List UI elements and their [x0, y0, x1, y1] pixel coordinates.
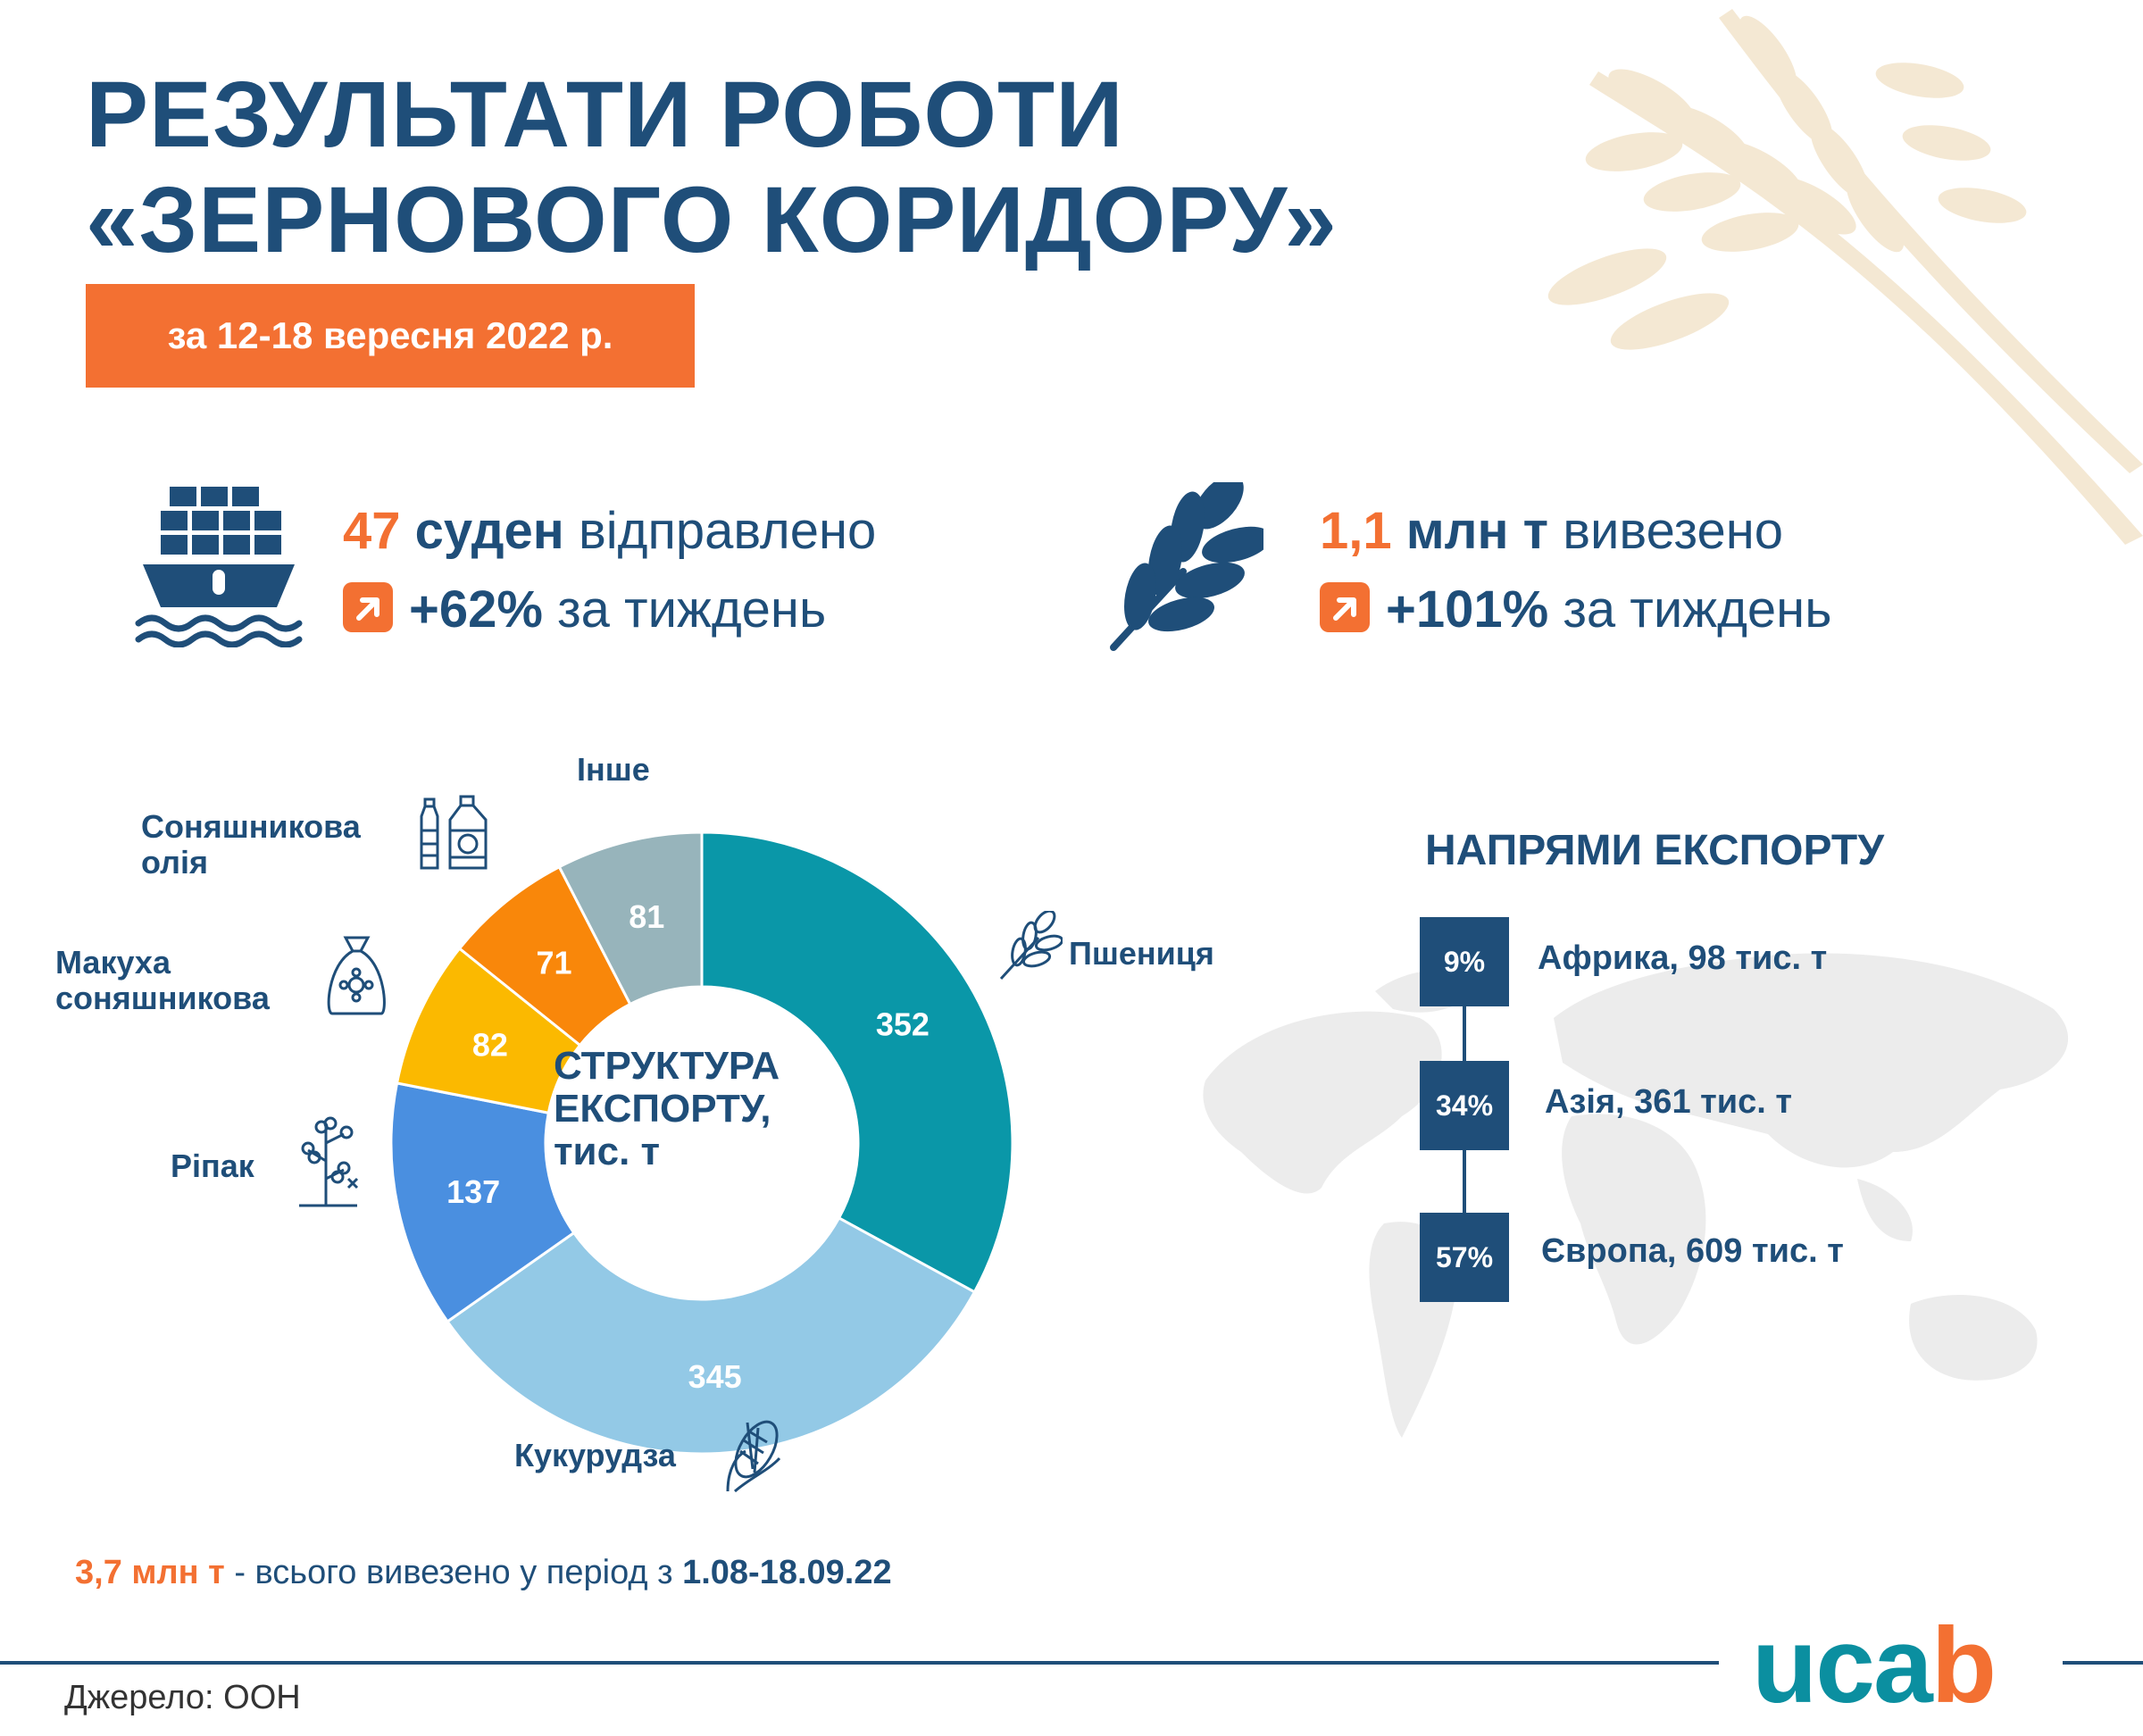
sack-outline-icon	[327, 936, 386, 1015]
tonnage-value: 1,1	[1320, 502, 1392, 560]
oil-bottles-outline-icon	[420, 795, 488, 870]
total-exported: 3,7 млн т - всього вивезено у період з 1…	[75, 1554, 892, 1592]
tonnage-change-text: за тиждень	[1563, 580, 1832, 638]
label-sunflower-oil-line-1: Соняшникова	[141, 808, 361, 845]
label-sunflower-meal-line-1: Макуха	[55, 944, 171, 981]
cargo-ship-icon	[135, 487, 303, 647]
label-wheat: Пшениця	[1069, 935, 1214, 972]
page-title: РЕЗУЛЬТАТИ РОБОТИ «ЗЕРНОВОГО КОРИДОРУ»	[86, 63, 1338, 273]
donut-center-label: СТРУКТУРА ЕКСПОРТУ, тис. т	[554, 1045, 821, 1173]
ships-value: 47	[343, 502, 401, 560]
ships-text: відправлено	[578, 502, 877, 560]
total-text: - всього вивезено у період з	[224, 1554, 683, 1591]
arrow-up-right-icon	[343, 582, 393, 632]
label-rapeseed: Ріпак	[171, 1148, 254, 1184]
africa-percent-box: 9%	[1420, 917, 1509, 1006]
total-value: 3,7 млн т	[75, 1554, 225, 1591]
label-other: Інше	[577, 751, 650, 788]
logo-accent-text: b	[1930, 1606, 1997, 1725]
arrow-up-right-icon	[1320, 582, 1370, 632]
period-badge: за 12-18 вересня 2022 р.	[86, 284, 695, 388]
rapeseed-outline-icon	[299, 1116, 359, 1207]
label-corn: Кукурудза	[514, 1437, 676, 1473]
tonnage-text: вивезено	[1563, 502, 1784, 560]
source-note: Джерело: ООН	[64, 1679, 301, 1716]
wheat-decoration-icon	[1547, 9, 2143, 545]
donut-value-label-5: 81	[629, 898, 664, 935]
footer-divider-right	[2063, 1661, 2143, 1665]
label-sunflower-oil: Соняшникова олія	[141, 809, 361, 881]
donut-value-label-3: 82	[472, 1027, 508, 1064]
tonnage-stat: 1,1 млн т вивезено	[1320, 500, 1783, 563]
center-label-line-1: СТРУКТУРА	[554, 1044, 780, 1088]
ships-change-value: +62%	[409, 580, 543, 638]
donut-slice-3	[395, 947, 582, 1115]
export-directions-title: НАПРЯМИ ЕКСПОРТУ	[1425, 827, 1885, 874]
center-label-line-3: тис. т	[554, 1130, 661, 1173]
label-sunflower-meal-line-2: соняшникова	[55, 980, 270, 1016]
center-label-line-2: ЕКСПОРТУ,	[554, 1087, 771, 1131]
footer-divider-left	[0, 1661, 1719, 1665]
ucab-logo: ucab	[1752, 1612, 1997, 1719]
tonnage-change: +101% за тиждень	[1320, 579, 1831, 641]
label-sunflower-meal: Макуха соняшникова	[55, 945, 270, 1016]
label-sunflower-oil-line-2: олія	[141, 844, 208, 881]
logo-main-text: uca	[1752, 1606, 1933, 1725]
asia-percent-box: 34%	[1420, 1061, 1509, 1150]
ships-unit: суден	[414, 502, 564, 560]
tonnage-change-value: +101%	[1386, 580, 1549, 638]
donut-value-label-4: 71	[536, 945, 571, 981]
europe-percent-box: 57%	[1420, 1213, 1509, 1302]
donut-slice-2	[389, 1081, 576, 1323]
total-period: 1.08-18.09.22	[682, 1554, 892, 1591]
title-line-2: «ЗЕРНОВОГО КОРИДОРУ»	[86, 168, 1338, 272]
tonnage-unit: млн т	[1405, 502, 1549, 560]
donut-value-label-1: 345	[688, 1358, 742, 1395]
title-line-1: РЕЗУЛЬТАТИ РОБОТИ	[86, 63, 1124, 167]
asia-label: Азія, 361 тис. т	[1545, 1083, 1792, 1121]
ships-change: +62% за тиждень	[343, 579, 826, 641]
africa-label: Африка, 98 тис. т	[1538, 939, 1828, 977]
wheat-outline-icon	[999, 911, 1063, 981]
donut-value-label-2: 137	[446, 1173, 500, 1210]
ships-change-text: за тиждень	[557, 580, 827, 638]
donut-slice-5	[557, 830, 704, 1006]
donut-slice-4	[457, 864, 632, 1047]
europe-label: Європа, 609 тис. т	[1541, 1232, 1844, 1270]
corn-outline-icon	[726, 1420, 781, 1493]
donut-value-label-0: 352	[876, 1006, 930, 1043]
ships-stat: 47 суден відправлено	[343, 500, 876, 563]
donut-slice-1	[446, 1215, 977, 1456]
wheat-icon	[1110, 482, 1263, 651]
